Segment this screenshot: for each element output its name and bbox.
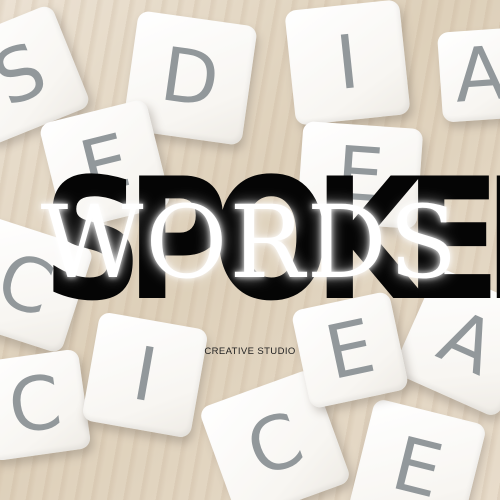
tagline-creative-studio: CREATIVE STUDIO (204, 346, 296, 357)
overlay-word-words: WORDS (40, 184, 460, 301)
headline-spoken: SPOKEN (42, 142, 500, 338)
